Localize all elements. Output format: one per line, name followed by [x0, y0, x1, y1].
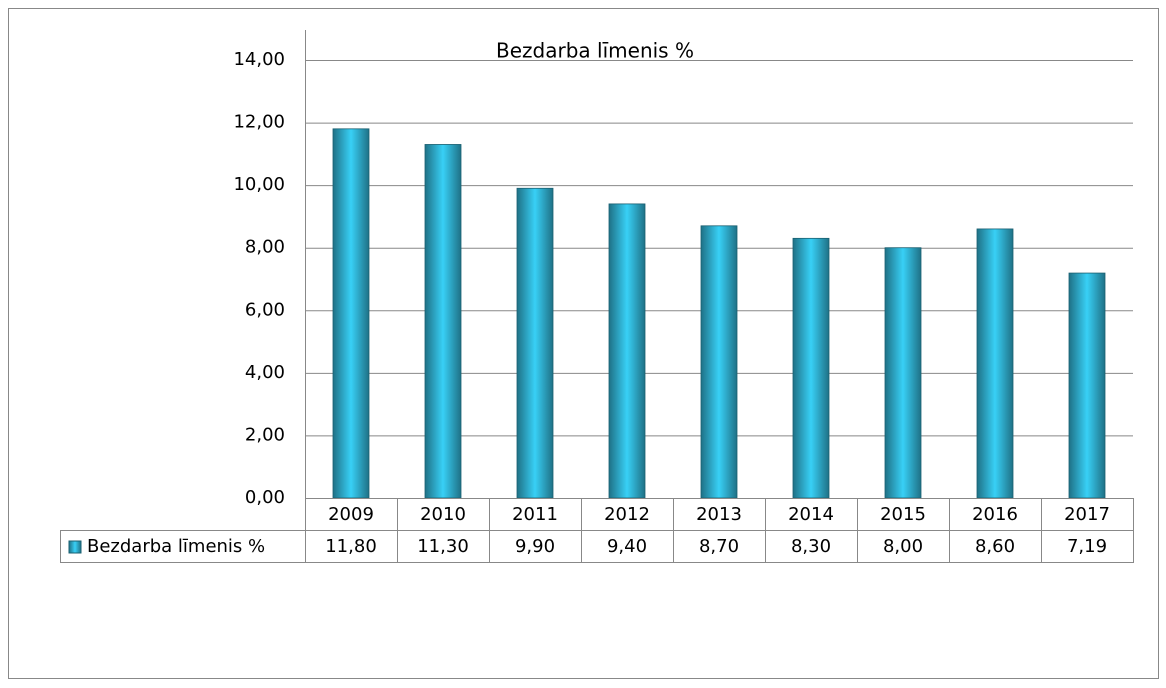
y-tick-label: 2,00 — [245, 424, 285, 445]
data-label: 8,70 — [699, 536, 739, 557]
bar — [792, 237, 830, 499]
x-tick-label: 2011 — [512, 504, 558, 525]
x-tick-label: 2014 — [788, 504, 834, 525]
y-tick-label: 0,00 — [245, 487, 285, 508]
legend-label: Bezdarba līmenis % — [87, 536, 265, 557]
x-tick-label: 2013 — [696, 504, 742, 525]
bar — [976, 228, 1014, 499]
table-cell — [1041, 530, 1134, 563]
data-label: 8,60 — [975, 536, 1015, 557]
data-label: 7,19 — [1067, 536, 1107, 557]
data-label: 11,80 — [325, 536, 377, 557]
bar — [700, 225, 738, 499]
x-tick-label: 2010 — [420, 504, 466, 525]
x-tick-label: 2015 — [880, 504, 926, 525]
bar — [1068, 272, 1106, 499]
x-tick-label: 2017 — [1064, 504, 1110, 525]
bar — [884, 247, 922, 499]
chart-border — [8, 8, 1159, 679]
x-tick-label: 2009 — [328, 504, 374, 525]
bar — [608, 203, 646, 499]
x-tick-label: 2012 — [604, 504, 650, 525]
bar — [332, 128, 370, 499]
data-label: 8,00 — [883, 536, 923, 557]
data-label: 9,40 — [607, 536, 647, 557]
data-label: 8,30 — [791, 536, 831, 557]
data-label: 9,90 — [515, 536, 555, 557]
y-tick-label: 4,00 — [245, 362, 285, 383]
y-tick-label: 12,00 — [233, 112, 285, 133]
data-label: 11,30 — [417, 536, 469, 557]
legend-swatch — [68, 540, 82, 554]
x-tick-label: 2016 — [972, 504, 1018, 525]
y-tick-label: 14,00 — [233, 49, 285, 70]
chart-title: Bezdarba līmenis % — [496, 39, 694, 63]
y-tick-label: 6,00 — [245, 299, 285, 320]
y-tick-label: 8,00 — [245, 237, 285, 258]
bar — [424, 144, 462, 499]
table-cell — [60, 530, 306, 563]
y-tick-label: 10,00 — [233, 174, 285, 195]
bar — [516, 187, 554, 499]
